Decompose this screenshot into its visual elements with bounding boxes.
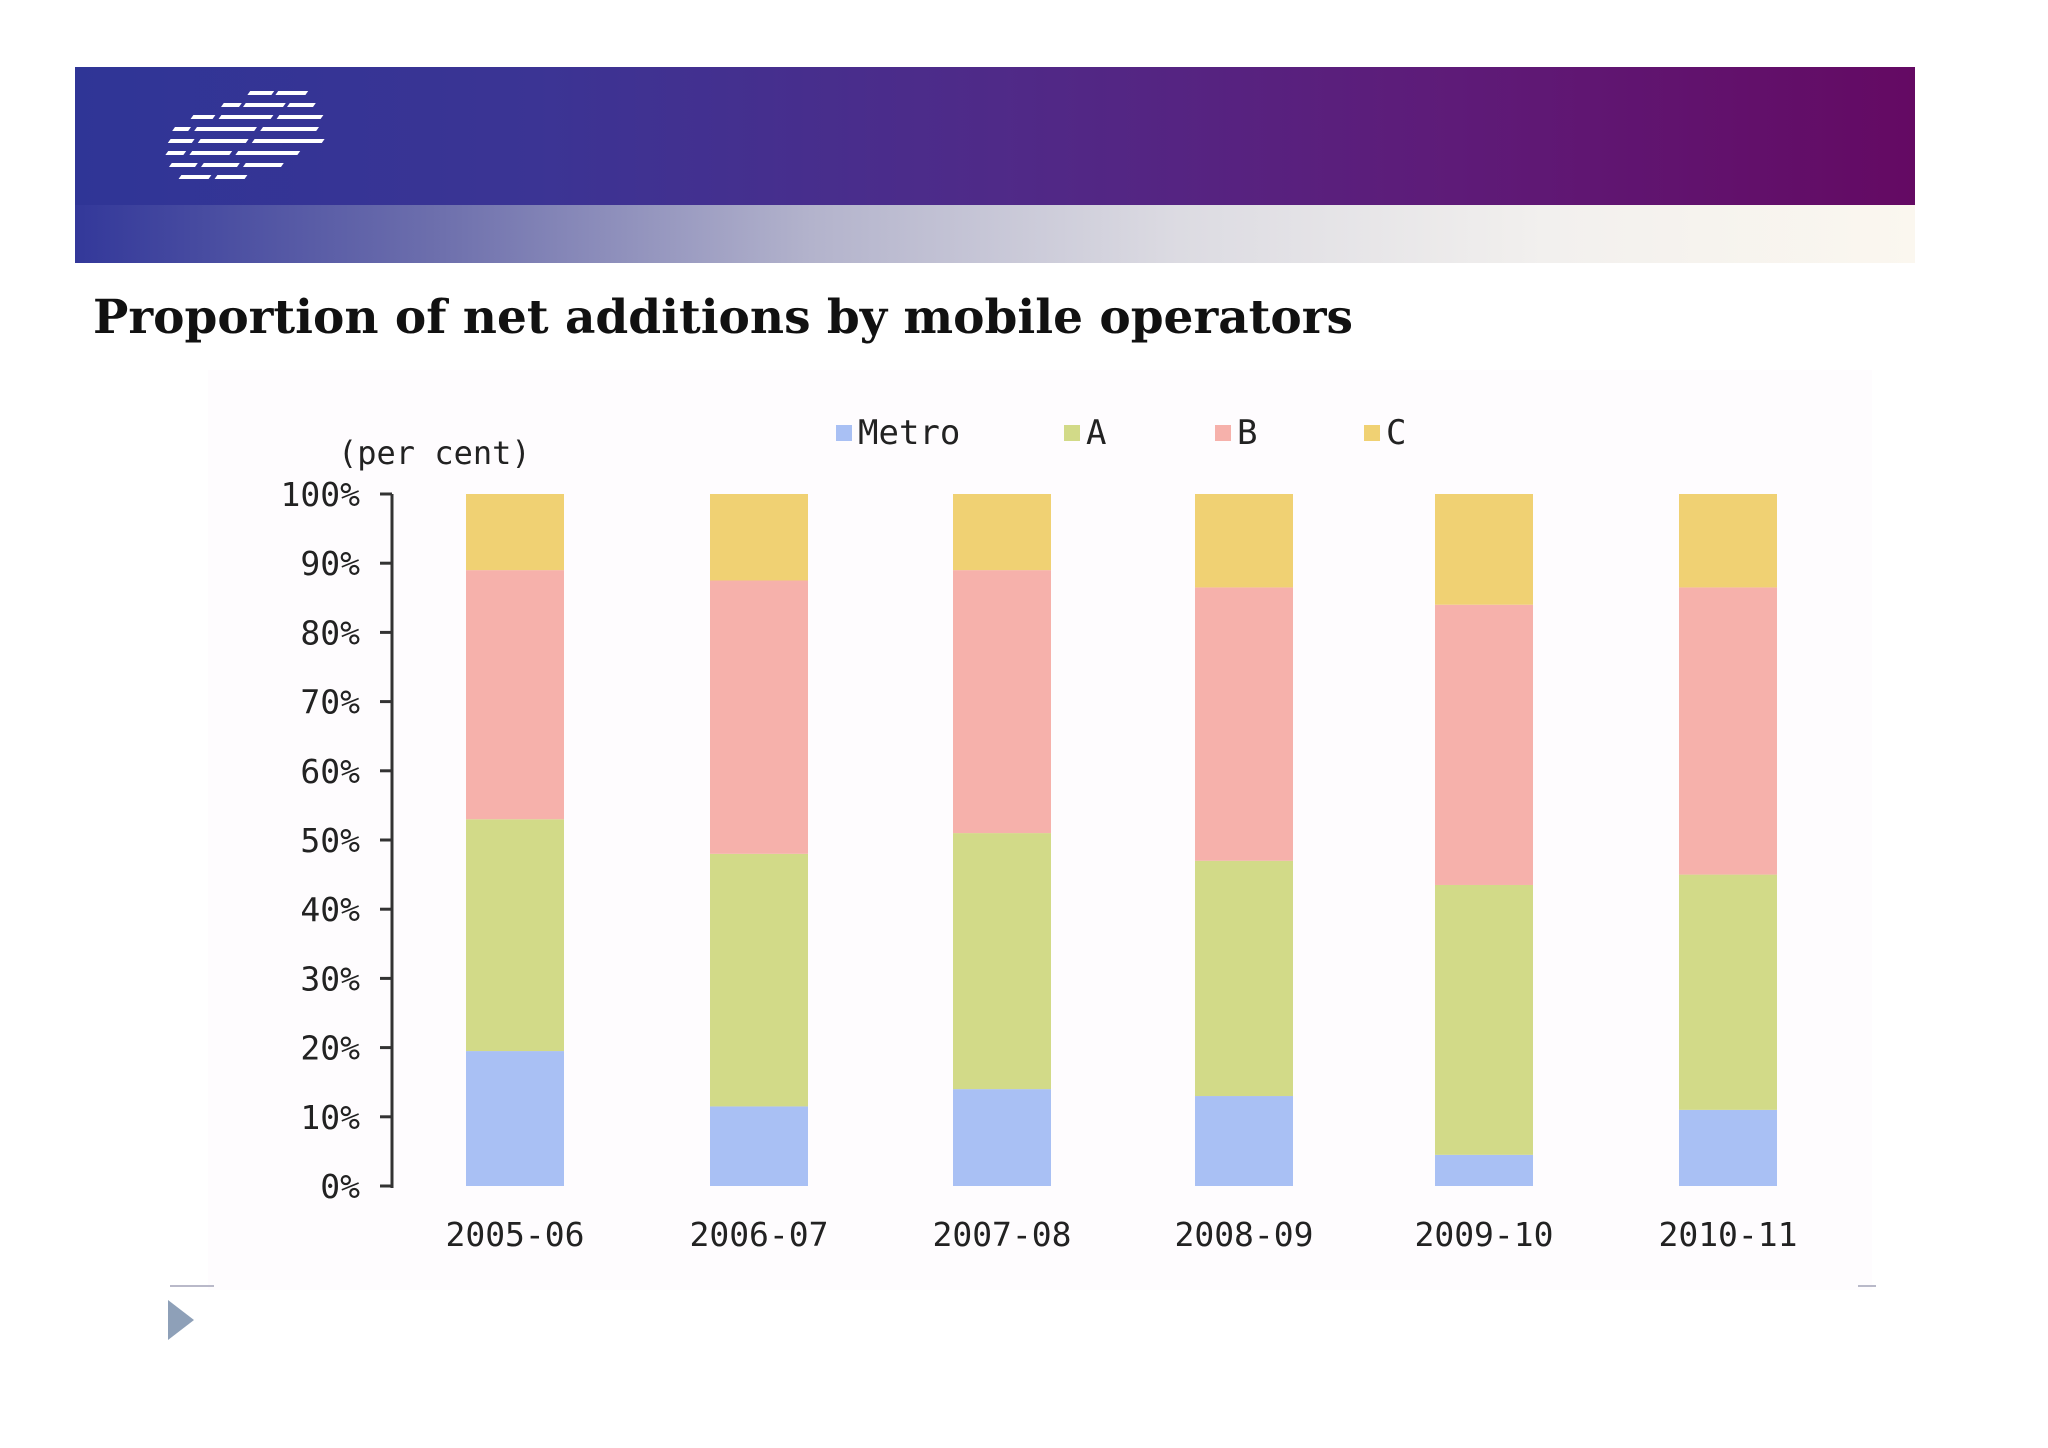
bar-segment-a (1435, 884, 1533, 1155)
y-tick-label: 20% (300, 1029, 360, 1068)
bar-segment-c (1195, 494, 1293, 588)
bar-segment-b (466, 570, 564, 820)
x-tick-label: 2009-10 (1414, 1215, 1553, 1254)
legend-swatch-a (1064, 425, 1080, 441)
bar-segment-c (466, 494, 564, 571)
x-tick-label: 2007-08 (932, 1215, 1071, 1254)
bar-segment-a (1679, 874, 1777, 1110)
x-tick-label: 2006-07 (689, 1215, 828, 1254)
y-axis-unit-label: (per cent) (338, 434, 531, 472)
bar-segment-metro (1679, 1109, 1777, 1186)
y-tick-label: 90% (300, 544, 360, 583)
stacked-bar-chart: 0% 10% 20% 30% 40% 50% 60% 70% 80% 90% 100%(per ce… (281, 413, 1798, 1254)
bar-segment-metro (953, 1089, 1051, 1186)
bar-segment-b (1195, 587, 1293, 861)
banner-gradient-band (75, 205, 1915, 263)
x-tick-label: 2005-06 (445, 1215, 584, 1254)
legend-swatch-c (1364, 425, 1380, 441)
legend-swatch-b (1215, 425, 1231, 441)
y-tick-label: 70% (300, 683, 360, 722)
bar-segment-a (466, 819, 564, 1052)
legend-label-metro: Metro (858, 413, 960, 453)
x-tick-label: 2008-09 (1174, 1215, 1313, 1254)
bar-segment-b (710, 580, 808, 854)
y-tick-label: 0% (320, 1167, 360, 1206)
bar-segment-metro (1195, 1096, 1293, 1186)
bar-segment-a (1195, 860, 1293, 1097)
banner-top-band (75, 67, 1915, 205)
bar-segment-metro (466, 1051, 564, 1186)
legend-swatch-metro (836, 425, 852, 441)
page-title: Proportion of net additions by mobile op… (93, 290, 1353, 345)
header-banner (75, 67, 1915, 263)
bar-segment-c (953, 494, 1051, 571)
bar-segment-metro (710, 1106, 808, 1186)
striped-logo-icon (165, 91, 325, 179)
bar-segment-b (953, 570, 1051, 834)
x-tick-label: 2010-11 (1658, 1215, 1797, 1254)
y-tick-label: 80% (300, 613, 360, 652)
y-tick-label: 60% (300, 752, 360, 791)
bar-segment-c (1679, 494, 1777, 588)
divider-right (1858, 1285, 1876, 1287)
legend-label-c: C (1386, 413, 1406, 453)
bar-segment-c (1435, 494, 1533, 605)
y-tick-label: 30% (300, 959, 360, 998)
bar-segment-c (710, 494, 808, 581)
bar-segment-b (1679, 587, 1777, 875)
bar-segment-b (1435, 604, 1533, 885)
legend-label-a: A (1086, 413, 1106, 453)
bar-segment-a (710, 853, 808, 1107)
divider-left (170, 1285, 214, 1287)
y-tick-label: 10% (300, 1098, 360, 1137)
y-tick-label: 100% (281, 475, 361, 514)
y-tick-label: 40% (300, 890, 360, 929)
y-tick-label: 50% (300, 821, 360, 860)
bullet-arrow-icon (168, 1300, 194, 1340)
bar-segment-a (953, 833, 1051, 1090)
chart-panel: 0% 10% 20% 30% 40% 50% 60% 70% 80% 90% 100% (per ce… (208, 370, 1872, 1290)
bar-segment-metro (1435, 1154, 1533, 1186)
legend-label-b: B (1237, 413, 1257, 453)
